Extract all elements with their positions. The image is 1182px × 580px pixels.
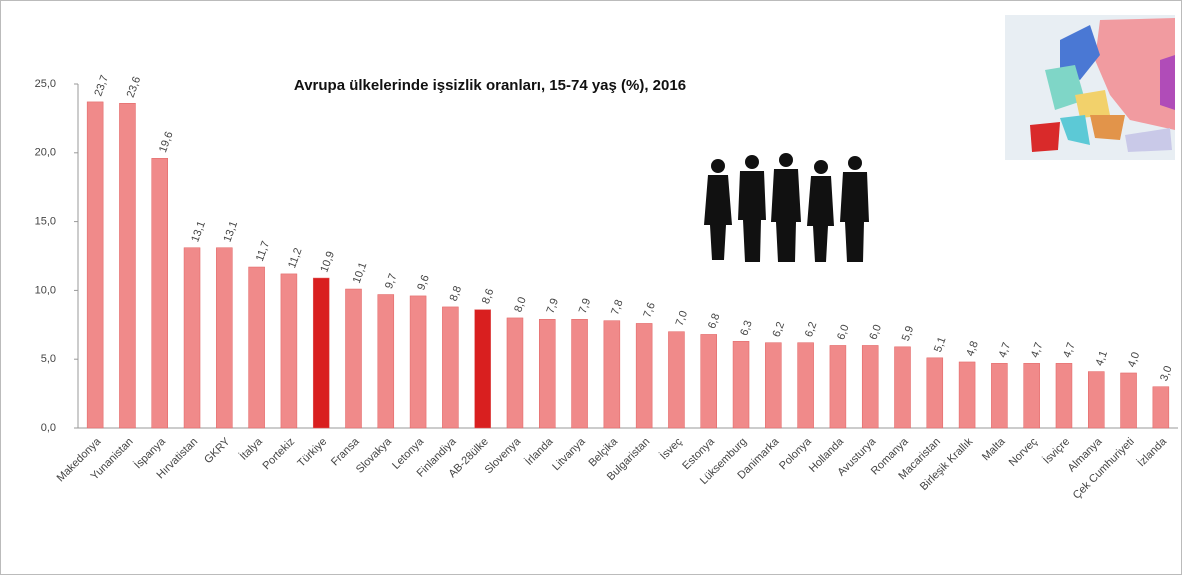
bar [571, 319, 588, 429]
value-label: 5,1 [932, 335, 949, 353]
bar [1055, 363, 1073, 429]
people-silhouettes [704, 153, 869, 262]
bar [474, 309, 491, 429]
value-label: 6,2 [803, 320, 820, 338]
bar [1023, 363, 1040, 429]
bar [409, 295, 427, 429]
bar [345, 288, 362, 429]
value-label: 4,7 [997, 341, 1014, 359]
value-label: 7,6 [641, 301, 658, 319]
value-label: 7,0 [674, 309, 691, 327]
value-label: 9,7 [383, 272, 400, 290]
y-tick-label: 5,0 [41, 353, 56, 365]
bar [732, 341, 750, 429]
bar [506, 317, 524, 429]
bar [539, 319, 556, 429]
bar [668, 331, 685, 429]
value-label: 4,1 [1094, 349, 1111, 367]
value-label: 4,7 [1061, 341, 1078, 359]
bar [991, 363, 1008, 429]
bar [700, 334, 717, 429]
value-label: 6,2 [771, 320, 788, 338]
bar [926, 357, 944, 429]
bar [119, 103, 136, 429]
value-label: 5,9 [900, 324, 917, 342]
bar [797, 342, 814, 429]
value-label: 6,0 [867, 323, 884, 341]
bar [958, 361, 976, 429]
y-tick-label: 15,0 [35, 216, 56, 228]
value-label: 7,8 [609, 298, 626, 316]
bar [635, 323, 653, 429]
value-label: 8,0 [512, 295, 529, 313]
value-label: 4,7 [1029, 341, 1046, 359]
value-label: 3,0 [1158, 364, 1175, 382]
y-tick-label: 0,0 [41, 422, 56, 434]
value-label: 6,3 [738, 319, 755, 337]
bar [312, 277, 330, 429]
bar [1120, 372, 1137, 429]
y-tick-label: 25,0 [35, 78, 56, 90]
bar [603, 320, 621, 429]
value-label: 8,6 [480, 287, 497, 305]
value-label: 4,0 [1126, 351, 1143, 369]
value-label: 9,6 [415, 273, 432, 291]
chart-title: Avrupa ülkelerinde işsizlik oranları, 15… [294, 77, 686, 94]
bar [829, 345, 847, 429]
bar [1152, 386, 1170, 429]
bar [86, 101, 104, 429]
y-tick-label: 10,0 [35, 284, 56, 296]
bar [216, 247, 233, 429]
map [1005, 15, 1175, 160]
y-tick-label: 20,0 [35, 147, 56, 159]
bar [183, 247, 201, 429]
value-label: 7,9 [577, 297, 594, 315]
value-label: 8,8 [448, 284, 465, 302]
bar [894, 346, 911, 429]
value-label: 7,9 [545, 297, 562, 315]
value-label: 6,8 [706, 312, 723, 330]
value-label: 4,8 [964, 339, 981, 357]
bar [765, 342, 782, 429]
bar [377, 294, 395, 429]
bar [1088, 371, 1105, 429]
bar [861, 345, 879, 429]
bar [280, 273, 298, 429]
value-label: 6,0 [835, 323, 852, 341]
bar [442, 306, 459, 429]
bar [248, 266, 265, 429]
bar [151, 158, 168, 429]
